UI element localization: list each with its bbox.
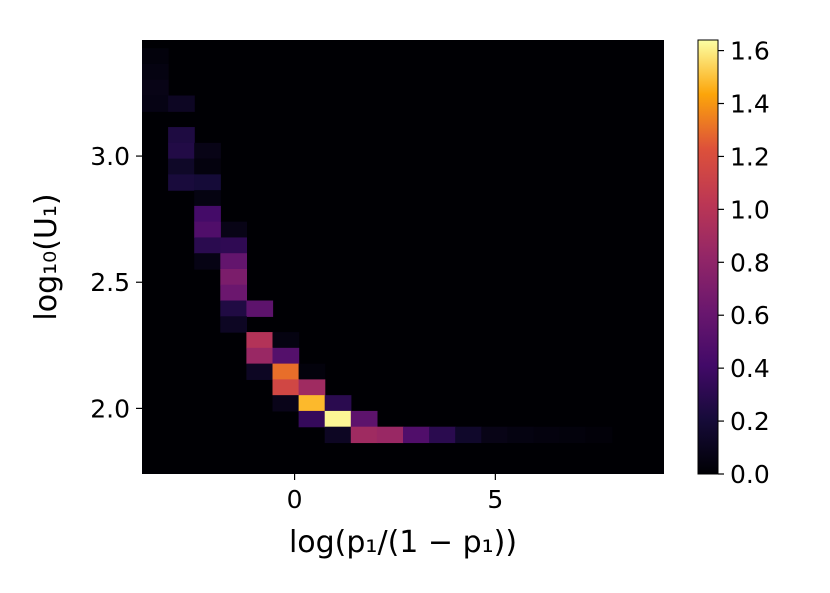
heatmap-cell <box>324 410 352 428</box>
heatmap-cell <box>194 158 221 175</box>
heatmap-cell <box>168 142 195 160</box>
colorbar-tick-label: 1.2 <box>730 142 770 171</box>
colorbar-tick-label: 1.4 <box>730 90 770 119</box>
heatmap-cell <box>272 332 300 349</box>
heatmap-cell <box>481 426 508 444</box>
heatmap-cell <box>194 205 221 223</box>
heatmap-cell <box>142 48 169 65</box>
colorbar-tick-label: 0.2 <box>730 407 770 436</box>
heatmap-cell <box>507 426 535 444</box>
heatmap-cell <box>350 410 378 428</box>
heatmap-cell <box>194 174 221 191</box>
heatmap-cell <box>220 316 247 333</box>
heatmap-cell <box>324 426 352 444</box>
heatmap-cell <box>220 221 247 239</box>
heatmap-cell <box>220 300 247 317</box>
y-axis-ticks: 2.0 2.5 3.0 <box>90 142 142 423</box>
heatmap-cell <box>142 79 169 97</box>
heatmap-cell <box>194 237 221 254</box>
colorbar-tick-label: 0.4 <box>730 354 770 383</box>
heatmap-cell <box>298 395 326 412</box>
heatmap-cell <box>455 426 482 444</box>
heatmap-cell <box>220 284 247 302</box>
heatmap-cell <box>194 190 221 207</box>
heatmap-cell <box>220 268 247 286</box>
heatmap-cell <box>168 95 195 112</box>
colorbar-tick-label: 1.0 <box>730 195 770 224</box>
heatmap-cell <box>298 363 326 380</box>
heatmap-cell <box>559 426 587 444</box>
heatmap-cells <box>142 48 613 444</box>
y-tick-label: 3.0 <box>90 142 130 171</box>
heatmap-cell <box>376 426 404 444</box>
heatmap-cell <box>298 379 326 396</box>
heatmap-cell <box>298 410 326 428</box>
heatmap-cell <box>246 347 274 365</box>
heatmap-cell <box>429 426 456 444</box>
heatmap-cell <box>220 253 247 270</box>
x-tick-label: 5 <box>487 485 503 514</box>
heatmap-cell <box>220 237 247 254</box>
y-axis-label: log₁₀(U₁) <box>29 193 64 320</box>
x-axis-label: log(p₁/(1 − p₁)) <box>289 525 517 560</box>
heatmap-cell <box>272 347 300 365</box>
heatmap-cell <box>246 332 274 349</box>
heatmap-cell <box>194 221 221 239</box>
heatmap-cell <box>272 395 300 412</box>
x-tick-label: 0 <box>287 485 303 514</box>
y-tick-label: 2.5 <box>90 268 130 297</box>
heatmap-cell <box>246 363 274 380</box>
colorbar-tick-label: 0.6 <box>730 301 770 330</box>
heatmap-cell <box>194 142 221 160</box>
heatmap-cell <box>272 363 300 380</box>
heatmap-cell <box>272 379 300 396</box>
heatmap-cell <box>168 158 195 175</box>
heatmap-cell <box>142 95 169 112</box>
heatmap-cell <box>168 174 195 191</box>
heatmap-cell <box>350 426 378 444</box>
heatmap-cell <box>168 127 195 144</box>
heatmap-cell <box>246 300 274 317</box>
heatmap-cell <box>194 253 221 270</box>
heatmap-cell <box>324 395 352 412</box>
colorbar-ticks: 0.0 0.2 0.4 0.6 0.8 1.0 1.2 1.4 1.6 <box>718 37 770 489</box>
colorbar-tick-label: 0.8 <box>730 248 770 277</box>
colorbar-tick-label: 1.6 <box>730 37 770 66</box>
colorbar <box>697 39 719 475</box>
y-tick-label: 2.0 <box>90 394 130 423</box>
heatmap-cell <box>403 426 430 444</box>
heatmap-cell <box>533 426 561 444</box>
heatmap-cell <box>142 63 169 81</box>
colorbar-tick-label: 0.0 <box>730 460 770 489</box>
heatmap-cell <box>585 426 613 444</box>
